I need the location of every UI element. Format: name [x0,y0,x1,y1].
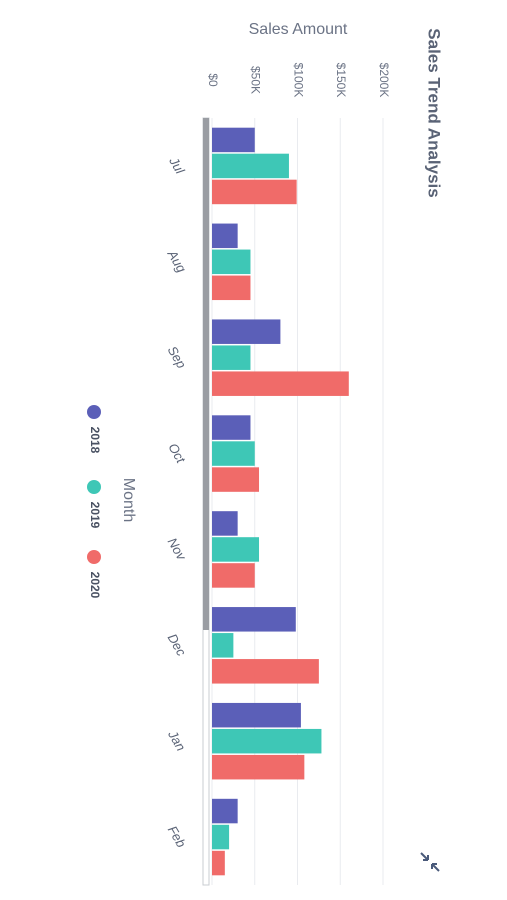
bar-2018-Oct [212,415,251,440]
x-axis-ticks: $0 $50K $100K $150K $200K [206,63,391,98]
bar-2020-Feb [212,850,225,876]
legend-label: 2019 [88,502,102,529]
bar-2019-Dec [212,633,234,658]
category-label: Aug [164,247,189,276]
category-label: Feb [165,823,189,850]
bar-2018-Jan [212,702,301,728]
bar-2020-Jan [212,754,305,780]
legend-marker-2019 [87,480,101,494]
collapse-arrows-icon[interactable] [420,852,440,872]
category-label: Sep [165,343,190,371]
bar-2018-Dec [212,607,296,632]
legend-marker-2020 [87,550,101,564]
x-axis-title: Sales Amount [249,21,348,38]
bar-2018-Sep [212,319,281,344]
x-tick: $0 [206,73,220,87]
category-tick: Oct [165,441,189,467]
bar-2019-Oct [212,441,255,466]
x-tick: $150K [334,63,348,98]
category-tick: Feb [165,823,189,850]
bar-2020-Oct [212,467,260,492]
bar-2019-Jan [212,728,322,754]
bar-2020-Sep [212,371,349,396]
category-label: Dec [165,631,190,659]
scrollbar[interactable] [202,117,210,886]
category-label: Nov [165,535,190,564]
bar-2019-Aug [212,249,251,275]
x-tick: $50K [249,66,263,94]
category-label: Jul [166,154,188,178]
legend: Month 2018 2019 2020 [87,405,137,599]
x-tick-label: $200K [377,63,391,98]
category-tick: Dec [165,631,190,659]
category-tick: Sep [165,343,190,371]
bar-2018-Nov [212,511,238,536]
legend-item: 2018 [88,427,102,454]
bar-2019-Jul [212,153,289,179]
bar-2020-Aug [212,275,251,301]
legend-item: 2020 [88,572,102,599]
scrollbar-thumb[interactable] [203,118,209,630]
chart-title: Sales Trend Analysis [425,28,444,197]
x-tick-label: $150K [334,63,348,98]
bar-2019-Sep [212,345,251,370]
bar-2018-Aug [212,223,238,249]
bars [212,127,349,876]
chart-title-text: Sales Trend Analysis [425,28,444,197]
legend-label: 2020 [88,572,102,599]
bar-2020-Dec [212,659,319,684]
bar-2018-Jul [212,127,255,153]
bar-2020-Nov [212,563,255,588]
x-tick: $100K [291,63,305,98]
bar-2019-Nov [212,537,260,562]
legend-marker-2018 [87,405,101,419]
x-tick-label: $50K [249,66,263,94]
legend-item: 2019 [88,502,102,529]
legend-title: Month [120,478,137,522]
category-tick: Aug [164,247,189,276]
category-labels: Jul Aug Sep Oct Nov Dec Jan Feb [164,154,190,850]
x-tick-label: $0 [206,73,220,87]
category-label: Oct [165,441,189,467]
category-tick: Nov [165,535,190,564]
x-tick-label: $100K [291,63,305,98]
category-label: Jan [165,727,189,754]
x-tick: $200K [377,63,391,98]
bar-2018-Feb [212,798,238,824]
bar-2020-Jul [212,179,297,205]
bar-2019-Feb [212,824,230,850]
legend-label: 2018 [88,427,102,454]
category-tick: Jan [165,727,189,754]
category-tick: Jul [166,154,188,178]
